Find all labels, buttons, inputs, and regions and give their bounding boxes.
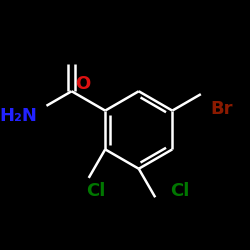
Text: H₂N: H₂N [0, 107, 38, 125]
Text: Br: Br [210, 100, 233, 118]
Text: O: O [75, 75, 90, 93]
Text: Cl: Cl [170, 182, 190, 200]
Text: Cl: Cl [86, 182, 106, 200]
